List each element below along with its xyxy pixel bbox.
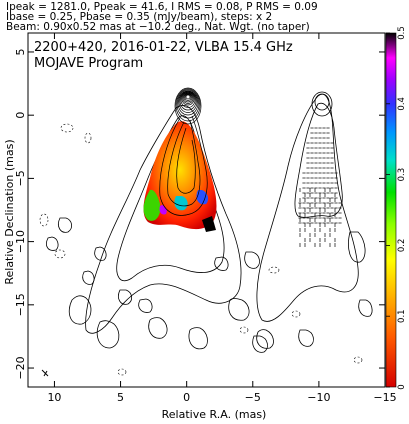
x-tick-label: −5 — [245, 391, 261, 404]
y-axis-label: Relative Declination (mas) — [3, 139, 16, 284]
left-contours-outer — [46, 105, 274, 350]
plot-title: 2200+420, 2016-01-22, VLBA 15.4 GHz — [34, 40, 293, 55]
y-tick-label: 0 — [14, 112, 27, 119]
left-core-contours — [159, 87, 208, 216]
right-negative-contours — [268, 266, 363, 364]
colorbar — [385, 32, 397, 388]
left-negative-contours — [39, 123, 249, 376]
y-axis-ticks: 5 0 −5 −10 −15 −20 — [14, 48, 385, 380]
y-tick-label: 5 — [14, 48, 27, 55]
x-tick-label: −10 — [307, 391, 330, 404]
y-tick-label: −15 — [14, 293, 27, 316]
colorbar-tick-label: 0.5 — [397, 26, 407, 40]
header-line-1: Ipeak = 1281.0, Ppeak = 41.6, I RMS = 0.… — [6, 1, 318, 13]
colorbar-tick-label: 0.4 — [397, 97, 407, 111]
x-tick-label: −15 — [373, 391, 396, 404]
colorbar-tick-label: 0.1 — [397, 309, 407, 323]
x-tick-label: 10 — [47, 391, 61, 404]
y-tick-label: −10 — [14, 230, 27, 253]
right-contours — [252, 91, 373, 353]
colorbar-tick-label: 0.3 — [397, 168, 407, 182]
y-tick-label: −20 — [14, 356, 27, 379]
colorbar-tick-label: 0.2 — [397, 239, 407, 253]
polarization-color-cyan — [174, 196, 188, 211]
plot-subtitle: MOJAVE Program — [34, 56, 143, 71]
x-axis-label: Relative R.A. (mas) — [162, 408, 267, 421]
evpa-ticks — [298, 127, 342, 247]
colorbar-ticks: 0 0.1 0.2 0.3 0.4 0.5 — [386, 26, 407, 390]
x-axis-ticks: 10 5 0 −5 −10 −15 — [47, 33, 397, 404]
x-tick-label: 0 — [183, 391, 190, 404]
header-line-3: Beam: 0.90x0.52 mas at −10.2 deg., Nat. … — [6, 21, 310, 33]
beam-marker — [41, 369, 49, 377]
polarization-color-black-patch — [202, 216, 216, 232]
y-tick-label: −5 — [14, 170, 27, 186]
polarization-color-green — [143, 189, 161, 221]
x-tick-label: 5 — [117, 391, 124, 404]
plot-frame — [27, 32, 386, 388]
polarization-color-blue — [196, 190, 209, 205]
header-line-2: Ibase = 0.25, Pbase = 0.35 (mJy/beam), s… — [6, 11, 272, 23]
colorbar-tick-label: 0 — [397, 384, 407, 389]
